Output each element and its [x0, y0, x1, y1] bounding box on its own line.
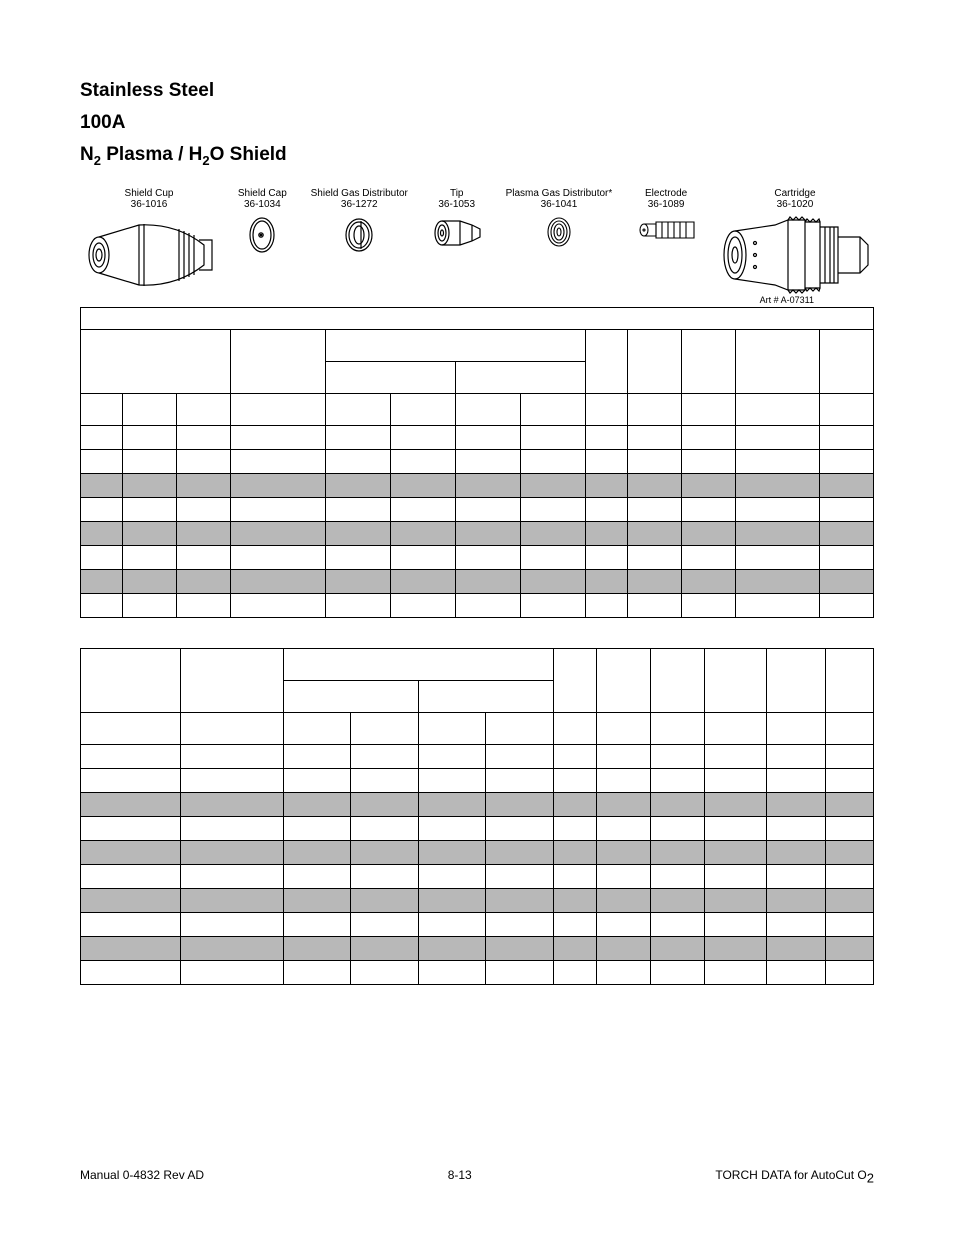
- table-row: [81, 936, 874, 960]
- part-number: 36-1020: [777, 199, 814, 211]
- table-row: [81, 744, 874, 768]
- table-row: [81, 497, 874, 521]
- heading-line3: N2 Plasma / H2O Shield: [80, 144, 874, 168]
- heading-line2: 100A: [80, 112, 874, 134]
- heading-group: Stainless Steel 100A N2 Plasma / H2O Shi…: [80, 80, 874, 168]
- table-row: [81, 912, 874, 936]
- cartridge-icon: [720, 215, 870, 295]
- footer-center: 8-13: [448, 1168, 472, 1185]
- table-row: [81, 593, 874, 617]
- table-row: [81, 840, 874, 864]
- footer-left: Manual 0-4832 Rev AD: [80, 1168, 204, 1185]
- part-plasma-gas-distributor: Plasma Gas Distributor* 36-1041: [506, 188, 613, 249]
- page: Stainless Steel 100A N2 Plasma / H2O Shi…: [0, 0, 954, 1235]
- part-number: 36-1034: [244, 199, 281, 211]
- part-number: 36-1041: [541, 199, 578, 211]
- table-row: [81, 569, 874, 593]
- plasma-gas-distributor-icon: [542, 215, 576, 249]
- table-row: [81, 768, 874, 792]
- heading-line3-mid: Plasma / H: [101, 144, 202, 165]
- table-row: [81, 449, 874, 473]
- table-row: [81, 473, 874, 497]
- part-number: 36-1272: [341, 199, 378, 211]
- table-row: [81, 864, 874, 888]
- table-row: [81, 425, 874, 449]
- part-shield-cap: Shield Cap 36-1034: [238, 188, 287, 255]
- part-label: Shield Gas Distributor: [311, 188, 408, 200]
- data-table-2: [80, 648, 874, 985]
- part-number: 36-1016: [131, 199, 168, 211]
- electrode-icon: [636, 215, 696, 245]
- part-label: Shield Cup: [125, 188, 174, 200]
- part-cartridge: Cartridge 36-1020: [720, 188, 870, 295]
- part-label: Shield Cap: [238, 188, 287, 200]
- part-number: 36-1089: [648, 199, 685, 211]
- part-label: Cartridge: [774, 188, 815, 200]
- part-number: 36-1053: [438, 199, 475, 211]
- page-footer: Manual 0-4832 Rev AD 8-13 TORCH DATA for…: [80, 1168, 874, 1185]
- parts-row: Shield Cup 36-1016: [80, 188, 874, 295]
- art-number: Art # A-07311: [80, 295, 874, 305]
- part-electrode: Electrode 36-1089: [636, 188, 696, 245]
- shield-cap-icon: [242, 215, 282, 255]
- heading-line3-suffix: O Shield: [210, 144, 287, 165]
- table-row: [81, 816, 874, 840]
- part-label: Plasma Gas Distributor*: [506, 188, 613, 200]
- part-tip: Tip 36-1053: [432, 188, 482, 251]
- footer-right-prefix: TORCH DATA for AutoCut O: [715, 1168, 866, 1182]
- heading-line3-sub1: 2: [94, 153, 101, 168]
- part-shield-gas-distributor: Shield Gas Distributor 36-1272: [311, 188, 408, 255]
- shield-gas-distributor-icon: [339, 215, 379, 255]
- tip-icon: [432, 215, 482, 251]
- table-row: [81, 792, 874, 816]
- part-shield-cup: Shield Cup 36-1016: [84, 188, 214, 295]
- part-label: Tip: [450, 188, 464, 200]
- part-label: Electrode: [645, 188, 687, 200]
- table-row: [81, 545, 874, 569]
- heading-line3-prefix: N: [80, 144, 94, 165]
- table-row: [81, 521, 874, 545]
- table-row: [81, 888, 874, 912]
- data-table-1: [80, 307, 874, 618]
- heading-line1: Stainless Steel: [80, 80, 874, 102]
- table-row: [81, 960, 874, 984]
- heading-line3-sub2: 2: [202, 153, 209, 168]
- footer-right-sub: 2: [867, 1170, 874, 1185]
- footer-right: TORCH DATA for AutoCut O2: [715, 1168, 874, 1185]
- shield-cup-icon: [84, 215, 214, 295]
